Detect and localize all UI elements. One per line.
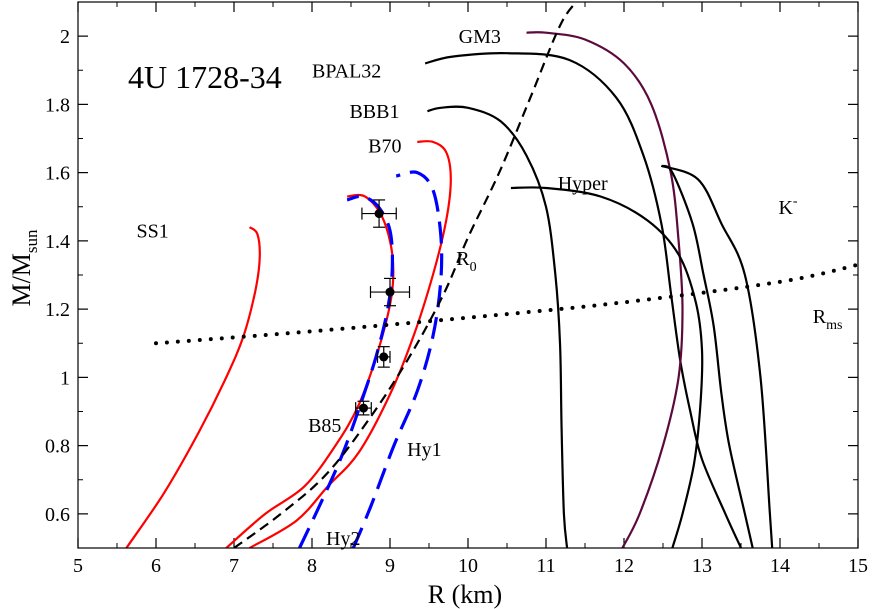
curve-label: Hy2 [326,528,360,550]
data-point-marker [358,403,368,413]
curve-hy2 [298,194,395,548]
data-point [361,199,397,228]
curve-labels: SS1 B85 B70 Hy2 Hy1 BBB1 BPAL32 GM3 Hyper R0 Rms K- [137,26,843,550]
data-point [369,277,411,307]
curve-hyper [510,186,704,548]
y-tick-label: 1.2 [45,299,70,321]
curve-label: GM3 [459,26,501,48]
curve-gm3 [526,31,684,548]
x-tick-label: 8 [307,555,317,577]
y-axis-label-main: M/M [7,253,36,306]
x-axis-label: R (km) [428,580,502,609]
y-axis-label: M/Msun [7,229,41,307]
x-tick-label: 7 [229,555,239,577]
svg-text:M/Msun: M/Msun [7,229,41,307]
curve-b85 [225,193,395,548]
curve-label: R0 [456,248,476,275]
y-axis-label-sub: sun [22,229,41,253]
y-tick-label: 1.4 [45,231,70,253]
curve-hy1 [351,170,444,548]
x-tick-label: 5 [73,555,83,577]
tick-labels: 5 6 7 8 9 10 11 12 13 14 15 0.6 0.8 1 1.2 1.4 1.6 1.8 2 [45,26,868,577]
curve-r0 [233,2,579,548]
y-tick-label: 0.6 [45,504,70,526]
curve-label: B70 [368,135,401,157]
y-tick-label: 1.8 [45,94,70,116]
curve-label: BBB1 [349,101,399,123]
curve-bbb1 [427,105,569,548]
curve-label: BPAL32 [312,60,381,82]
plot-frame [77,1,859,549]
y-tick-label: 2 [60,26,70,48]
curve-label: K- [778,194,797,219]
data-point [376,346,391,368]
x-tick-label: 13 [692,555,712,577]
curve-rms [154,262,858,346]
data-point [355,400,372,416]
x-tick-label: 9 [385,555,395,577]
data-point-marker [379,352,389,362]
curve-label: B85 [308,415,341,437]
x-tick-label: 12 [614,555,634,577]
curve-label: SS1 [137,221,169,243]
chart-title: 4U 1728-34 [128,59,282,95]
x-tick-label: 10 [458,555,478,577]
curve-ss1 [125,226,261,548]
data-points [355,199,411,416]
y-tick-label: 0.8 [45,436,70,458]
y-tick-label: 1.6 [45,163,70,185]
curve-bpal32 [424,52,743,548]
curve-label: Hyper [558,173,608,195]
curve-label: Rms [813,306,843,333]
y-tick-label: 1 [60,367,70,389]
data-point-marker [374,209,384,219]
curve-k-tail [661,164,774,548]
curve-label: Hy1 [407,439,441,461]
x-tick-label: 14 [770,555,790,577]
x-tick-label: 11 [536,555,555,577]
data-point-marker [385,287,395,297]
x-tick-label: 6 [151,555,161,577]
eos-curves [125,2,858,548]
x-tick-label: 15 [848,555,868,577]
curve-k- [660,164,754,548]
curve-b70 [249,140,452,548]
